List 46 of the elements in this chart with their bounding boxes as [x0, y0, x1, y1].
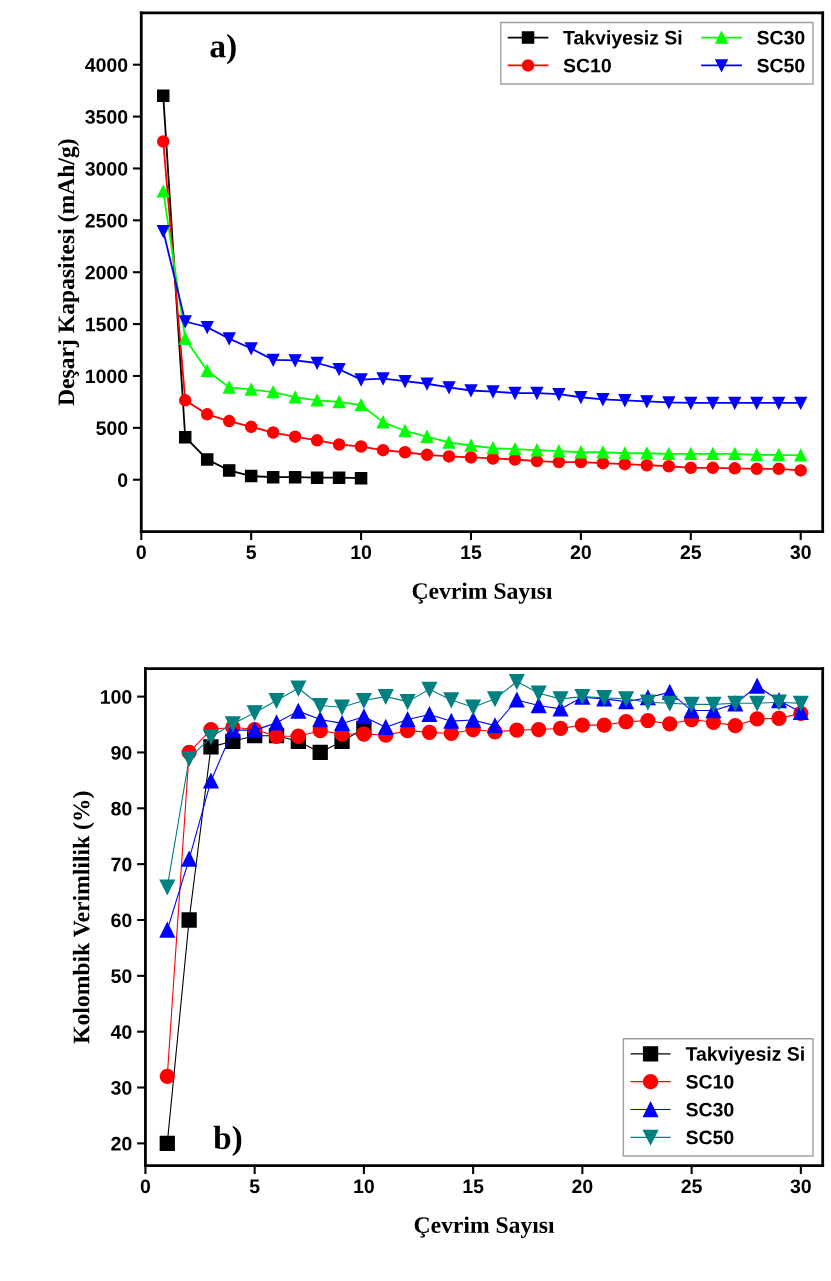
x-tick-label: 30: [790, 545, 811, 560]
x-tick-label: 20: [572, 1179, 593, 1194]
y-tick-label: 80: [111, 801, 132, 816]
y-tick-label: 50: [111, 969, 132, 984]
legend-label: SC10: [686, 1074, 734, 1089]
x-tick-label: 10: [354, 1179, 374, 1194]
y-axis-title: Deşarj Kapasitesi (mAh/g): [57, 139, 80, 406]
x-tick-label: 15: [461, 545, 482, 560]
y-tick-label: 3500: [85, 110, 128, 124]
legend-label: SC50: [686, 1130, 734, 1145]
y-tick-label: 4000: [85, 58, 128, 72]
y-axis-title: Kolombik Verimlilik (%): [72, 791, 95, 1044]
legend-label: SC50: [757, 58, 805, 73]
y-tick-label: 100: [101, 690, 132, 704]
x-tick-label: 0: [136, 545, 146, 560]
y-tick-label: 90: [111, 745, 132, 760]
legend-label: SC30: [757, 30, 805, 45]
y-tick-label: 20: [111, 1136, 132, 1151]
legend-label: Takviyesiz Si: [685, 1046, 804, 1065]
x-axis-title: Çevrim Sayısı: [412, 582, 553, 604]
x-tick-label: 25: [681, 1179, 702, 1194]
legend-label: SC10: [563, 58, 611, 73]
x-axis-title: Çevrim Sayısı: [414, 1216, 555, 1238]
x-tick-label: 25: [680, 545, 702, 560]
x-tick-label: 0: [140, 1179, 151, 1194]
y-tick-label: 0: [118, 473, 128, 487]
y-tick-label: 500: [96, 421, 128, 436]
annotation: a): [210, 34, 236, 65]
annotation: b): [213, 1125, 242, 1156]
y-tick-label: 30: [111, 1080, 132, 1095]
legend-label: SC30: [686, 1102, 734, 1117]
y-tick-label: 2500: [85, 213, 128, 228]
y-tick-label: 1500: [86, 317, 128, 332]
y-tick-label: 1000: [86, 369, 128, 384]
x-tick-label: 20: [570, 545, 591, 560]
x-tick-label: 15: [463, 1179, 484, 1194]
y-tick-label: 40: [110, 1025, 132, 1039]
y-tick-label: 60: [111, 913, 132, 928]
y-tick-label: 3000: [85, 161, 128, 176]
x-tick-label: 10: [351, 545, 372, 560]
x-tick-label: 30: [790, 1179, 811, 1194]
y-tick-label: 70: [111, 857, 132, 872]
x-tick-label: 5: [246, 545, 257, 560]
y-tick-label: 2000: [85, 265, 128, 280]
legend-label: Takviyesiz Si: [563, 30, 682, 49]
x-tick-label: 5: [249, 1179, 260, 1194]
